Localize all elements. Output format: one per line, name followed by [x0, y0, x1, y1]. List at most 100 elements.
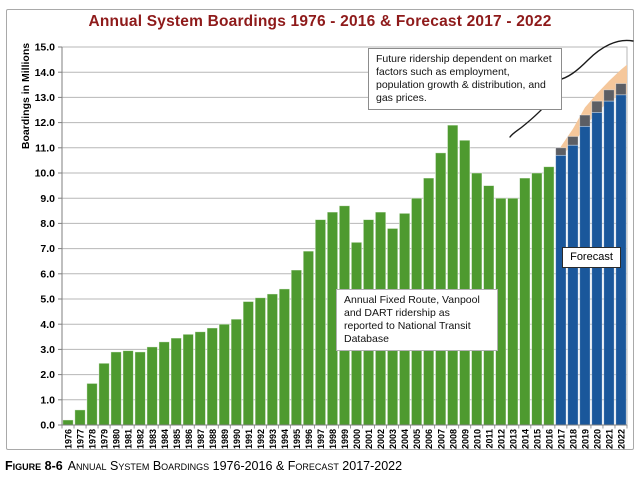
x-year-label: 1988	[208, 429, 218, 449]
actual-bar-2015	[531, 172, 543, 426]
actual-bar-1981	[122, 350, 134, 426]
x-year-label: 1989	[220, 429, 230, 449]
forecast-bar-2020	[591, 112, 603, 426]
x-year-label: 1990	[232, 429, 242, 449]
y-tick-label: 2.0	[40, 369, 55, 381]
x-year-label: 2014	[520, 429, 530, 449]
forecast-bar-2017	[555, 154, 567, 426]
y-tick-label: 10.0	[35, 168, 56, 180]
x-year-label: 1986	[184, 429, 194, 449]
actual-bar-1989	[218, 323, 230, 426]
x-year-label: 1998	[328, 429, 338, 449]
y-tick-label: 6.0	[40, 268, 55, 280]
x-year-label: 1976	[64, 429, 74, 449]
x-year-label: 2007	[436, 429, 446, 449]
actual-bar-1983	[146, 346, 158, 426]
x-year-label: 1993	[268, 429, 278, 449]
forecast-bar-2019	[579, 125, 591, 426]
actual-bar-2014	[519, 177, 531, 426]
x-year-label: 1984	[160, 429, 170, 449]
actual-bar-1994	[278, 288, 291, 426]
actual-bar-1996	[302, 250, 315, 426]
x-year-label: 2016	[544, 429, 554, 449]
x-year-label: 1997	[316, 429, 326, 449]
actual-bar-1993	[266, 293, 278, 426]
x-year-label: 2001	[364, 429, 374, 449]
data-source-note: Annual Fixed Route, Vanpool and DART rid…	[336, 289, 498, 351]
forecast-cap-2020	[591, 100, 603, 113]
x-year-label: 2020	[593, 429, 603, 449]
forecast-bar-2018	[567, 144, 579, 426]
actual-bar-1986	[182, 333, 194, 426]
x-year-label: 1995	[292, 429, 302, 449]
actual-bar-2008	[447, 124, 459, 426]
y-tick-label: 3.0	[40, 344, 55, 356]
y-tick-label: 1.0	[40, 394, 55, 406]
x-year-label: 1979	[100, 429, 110, 449]
y-tick-label: 4.0	[40, 319, 55, 331]
x-year-label: 2009	[460, 429, 470, 449]
x-year-label: 2008	[448, 429, 458, 449]
y-tick-label: 5.0	[40, 294, 55, 306]
y-tick-label: 9.0	[40, 193, 55, 205]
y-tick-label: 8.0	[40, 218, 55, 230]
y-tick-label: 14.0	[35, 67, 56, 79]
x-year-label: 2012	[496, 429, 506, 449]
forecast-cap-2021	[603, 89, 615, 102]
y-tick-label: 12.0	[35, 117, 56, 129]
actual-bar-1982	[134, 351, 146, 426]
forecast-cap-2019	[579, 114, 591, 127]
actual-bar-1987	[194, 331, 206, 426]
actual-bar-1995	[290, 269, 303, 426]
x-year-label: 2022	[617, 429, 627, 449]
x-year-label: 2010	[472, 429, 482, 449]
x-year-label: 1991	[244, 429, 254, 449]
x-year-label: 1992	[256, 429, 266, 449]
figure-caption: Figure 8-6 Annual System Boardings 1976-2…	[5, 459, 635, 473]
future-ridership-note: Future ridership dependent on market fac…	[368, 48, 562, 110]
x-year-label: 1981	[124, 429, 134, 449]
x-year-label: 2004	[400, 429, 410, 449]
x-year-label: 1983	[148, 429, 158, 449]
actual-bar-1997	[314, 219, 327, 426]
forecast-label: Forecast	[562, 247, 621, 268]
y-tick-label: 0.0	[40, 420, 55, 432]
x-year-label: 2013	[508, 429, 518, 449]
forecast-cap-2022	[615, 83, 627, 96]
y-tick-label: 13.0	[35, 92, 56, 104]
x-year-label: 2002	[376, 429, 386, 449]
actual-bar-1984	[158, 341, 170, 426]
figure-caption-text: Annual System Boardings 1976-2016 & Fore…	[67, 459, 403, 473]
x-year-label: 2005	[412, 429, 422, 449]
actual-bar-1988	[206, 327, 218, 426]
x-year-label: 1982	[136, 429, 146, 449]
actual-bar-1978	[86, 383, 98, 426]
x-year-label: 2000	[352, 429, 362, 449]
x-year-label: 1980	[112, 429, 122, 449]
x-year-label: 2015	[532, 429, 542, 449]
actual-bar-1980	[110, 351, 122, 426]
x-year-label: 1999	[340, 429, 350, 449]
y-tick-label: 11.0	[35, 142, 55, 154]
forecast-cap-2018	[567, 136, 579, 146]
actual-bar-2013	[507, 197, 519, 426]
actual-bar-2016	[543, 166, 555, 426]
x-year-label: 2011	[484, 429, 494, 449]
actual-bar-1992	[254, 297, 266, 426]
x-year-label: 1994	[280, 429, 290, 449]
x-year-label: 2006	[424, 429, 434, 449]
x-year-label: 1987	[196, 429, 206, 449]
actual-bar-1977	[74, 409, 86, 426]
figure-caption-number: Figure 8-6	[5, 459, 63, 473]
x-year-label: 2019	[581, 429, 591, 449]
actual-bar-1976	[62, 419, 74, 426]
x-year-label: 1996	[304, 429, 314, 449]
x-year-label: 2018	[569, 429, 579, 449]
x-year-label: 1978	[88, 429, 98, 449]
forecast-cap-2017	[555, 147, 567, 156]
x-year-label: 2021	[605, 429, 615, 449]
actual-bar-1979	[98, 362, 110, 426]
y-tick-label: 15.0	[35, 42, 56, 54]
y-tick-label: 7.0	[40, 243, 55, 255]
